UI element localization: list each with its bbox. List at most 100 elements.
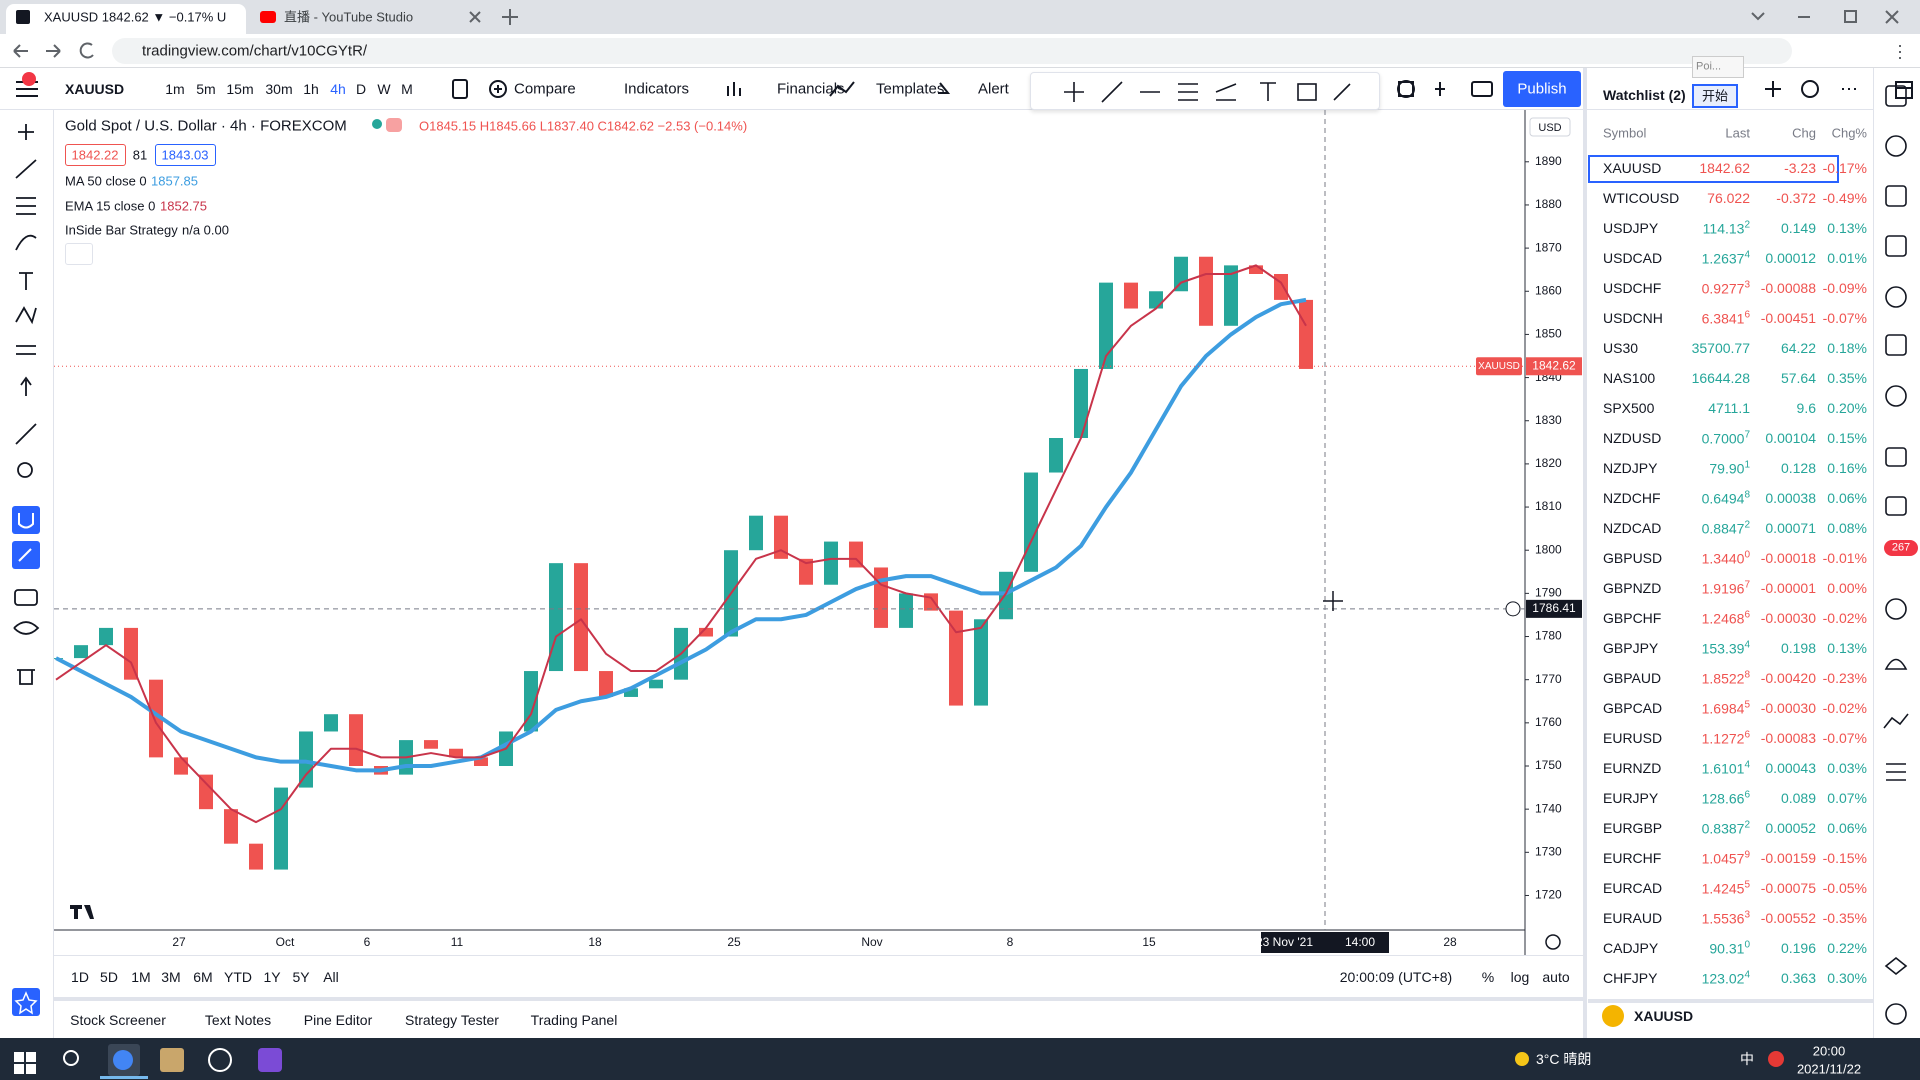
toolbar-button[interactable]: Indicators: [624, 80, 690, 98]
last-pip: 7: [1744, 429, 1750, 441]
tv-toolbar: [0, 68, 1920, 110]
panel-tab[interactable]: Trading Panel: [530, 1012, 618, 1028]
last-pip: 5: [1744, 699, 1750, 711]
row-symbol[interactable]: EURUSD: [1603, 730, 1663, 746]
row-symbol[interactable]: EURGBP: [1603, 820, 1663, 836]
row-symbol[interactable]: GBPJPY: [1603, 640, 1659, 656]
tab-title[interactable]: 直播 - YouTube Studio: [284, 9, 414, 25]
range-button[interactable]: YTD: [224, 969, 252, 985]
drawing-toolbar: [1030, 72, 1380, 110]
collapse-button: [65, 243, 93, 265]
row-symbol[interactable]: GBPNZD: [1603, 580, 1662, 596]
price-chart[interactable]: USD 1720 1730 1740 1750 1760 1770 1780 1790 1800 1…: [54, 110, 1583, 955]
candle: [74, 645, 88, 659]
range-button[interactable]: 1Y: [263, 969, 281, 985]
row-symbol[interactable]: EURAUD: [1603, 910, 1663, 926]
interval[interactable]: W: [377, 81, 391, 97]
last-pip: 3: [1744, 279, 1750, 291]
row-change-pct: -0.07%: [1822, 310, 1867, 326]
publish[interactable]: Publish: [1517, 80, 1567, 98]
start-button-label[interactable]: 开始: [1701, 88, 1729, 104]
row-symbol[interactable]: EURNZD: [1603, 760, 1662, 776]
row-last: 35700.77: [1692, 341, 1750, 355]
row-symbol[interactable]: GBPUSD: [1603, 550, 1663, 566]
panel-tab[interactable]: Text Notes: [204, 1012, 272, 1028]
url[interactable]: tradingview.com/chart/v10CGYtR/: [142, 42, 368, 60]
last-price: 1.4245: [1701, 880, 1745, 897]
candle: [124, 627, 138, 680]
row-symbol[interactable]: USDCAD: [1603, 250, 1663, 266]
range-button[interactable]: All: [323, 969, 339, 985]
start-button[interactable]: [1692, 84, 1738, 108]
last-price: 6.3841: [1701, 310, 1745, 327]
row-symbol[interactable]: US30: [1603, 340, 1639, 356]
toolbar-button[interactable]: Compare: [514, 80, 576, 98]
candle: [649, 679, 663, 689]
tab-title[interactable]: XAUUSD 1842.62 ▼ −0.17% U: [44, 9, 227, 25]
status-dot: [372, 119, 382, 129]
interval[interactable]: 4h: [330, 81, 346, 97]
row-symbol[interactable]: NZDUSD: [1603, 430, 1662, 446]
publish-button[interactable]: [1503, 71, 1581, 107]
row-last: 1.34400: [1702, 550, 1750, 565]
interval[interactable]: M: [401, 81, 413, 97]
toolbar-button[interactable]: Alert: [978, 80, 1009, 98]
toolbar-button[interactable]: Templates: [876, 80, 945, 98]
active-tab[interactable]: [6, 4, 246, 34]
range-button[interactable]: 1D: [71, 969, 89, 985]
row-symbol[interactable]: EURCAD: [1603, 880, 1663, 896]
row-change-pct: 0.06%: [1827, 490, 1867, 506]
scale-toggle[interactable]: log: [1510, 969, 1530, 985]
range-button[interactable]: 5Y: [292, 969, 310, 985]
scale-toggle[interactable]: auto: [1542, 969, 1570, 985]
interval[interactable]: D: [355, 81, 367, 97]
interval[interactable]: 1h: [303, 81, 319, 97]
row-symbol[interactable]: GBPCAD: [1603, 700, 1663, 716]
interval[interactable]: 5m: [196, 81, 216, 97]
crosshair-price: 1786.41: [1532, 601, 1576, 615]
row-symbol[interactable]: EURCHF: [1603, 850, 1662, 866]
interval[interactable]: 15m: [226, 81, 254, 97]
row-symbol[interactable]: CHFJPY: [1603, 970, 1658, 986]
range-button[interactable]: 5D: [100, 969, 118, 985]
last-price: 16644.28: [1691, 370, 1750, 386]
row-symbol[interactable]: SPX500: [1603, 400, 1655, 416]
row-change: 0.149: [1780, 220, 1816, 236]
candle: [899, 593, 913, 628]
omnibox[interactable]: [112, 38, 1792, 64]
row-change-pct: 0.16%: [1827, 460, 1867, 476]
scale-toggle[interactable]: %: [1481, 969, 1495, 985]
row-symbol[interactable]: USDCHF: [1603, 280, 1662, 296]
row-symbol[interactable]: USDCNH: [1603, 310, 1663, 326]
row-symbol[interactable]: NZDCHF: [1603, 490, 1661, 506]
row-symbol[interactable]: CADJPY: [1603, 940, 1659, 956]
row-symbol[interactable]: NAS100: [1603, 370, 1656, 386]
row-symbol[interactable]: XAUUSD: [1603, 160, 1662, 176]
row-symbol[interactable]: GBPAUD: [1603, 670, 1662, 686]
watchlist-title[interactable]: Watchlist (2): [1603, 87, 1686, 103]
toolbar-button[interactable]: Financials: [777, 80, 845, 98]
panel-tab[interactable]: Strategy Tester: [405, 1012, 499, 1028]
panel-tab[interactable]: Stock Screener: [70, 1012, 166, 1028]
row-symbol[interactable]: USDJPY: [1603, 220, 1659, 236]
panel-tab[interactable]: Pine Editor: [303, 1012, 373, 1028]
last-price: 4711.1: [1708, 400, 1750, 416]
row-symbol[interactable]: EURJPY: [1603, 790, 1659, 806]
symbol-search[interactable]: XAUUSD: [65, 81, 125, 97]
bid: 1842.22: [71, 147, 119, 163]
range-button[interactable]: 6M: [193, 969, 213, 985]
row-symbol[interactable]: NZDCAD: [1603, 520, 1662, 536]
range-button[interactable]: 1M: [131, 969, 151, 985]
interval[interactable]: 1m: [165, 81, 185, 97]
range-button[interactable]: 3M: [161, 969, 181, 985]
indicator-line: [55, 264, 1307, 824]
row-change-pct: 0.01%: [1827, 250, 1867, 266]
row-symbol[interactable]: WTICOUSD: [1603, 190, 1680, 206]
interval[interactable]: 30m: [265, 81, 293, 97]
row-symbol[interactable]: NZDJPY: [1603, 460, 1658, 476]
candle: [449, 748, 463, 758]
row-symbol[interactable]: GBPCHF: [1603, 610, 1662, 626]
crosshair-date: 23 Nov '21: [1256, 935, 1313, 949]
row-last: 0.83872: [1702, 820, 1750, 835]
badge: 267: [1891, 541, 1911, 554]
